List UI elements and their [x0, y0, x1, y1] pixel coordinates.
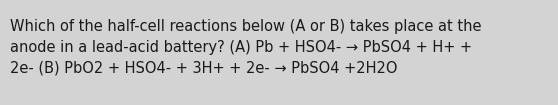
Text: Which of the half-cell reactions below (A or B) takes place at the
anode in a le: Which of the half-cell reactions below (…: [10, 19, 482, 76]
